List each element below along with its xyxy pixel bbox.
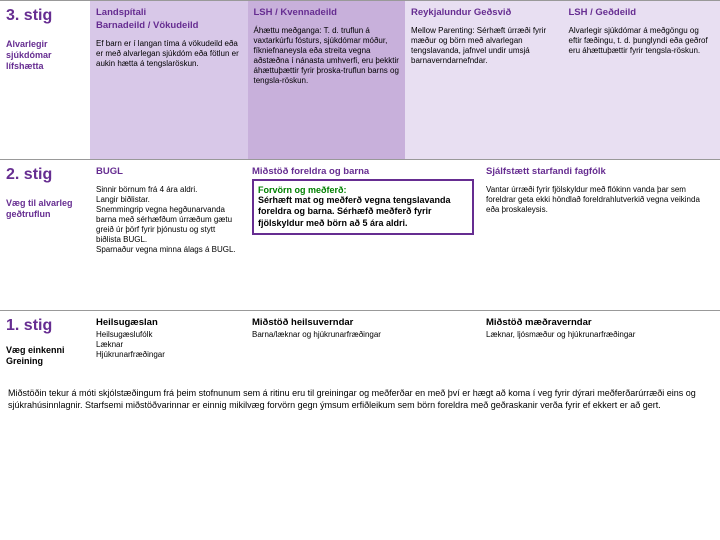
stage3-col3-hdr: Reykjalundur Geðsvið (411, 7, 557, 18)
stage1-title: 1. stig (6, 317, 84, 335)
stage2-col1: BUGL Sinnir börnum frá 4 ára aldri. Lang… (90, 160, 246, 310)
stage2-row: 2. stig Væg til alvarleg geðtruflun BUGL… (0, 160, 720, 310)
stage3-title: 3. stig (6, 7, 84, 25)
stage3-col1-body: Ef barn er í langan tíma á vökudeild eða… (96, 39, 242, 69)
stage3-col1-hdr1: Landspítali (96, 7, 242, 18)
stage2-col2: Miðstöð foreldra og barna Forvörn og með… (246, 160, 480, 310)
stage3-sub: Alvarlegir sjúkdómar lífshætta (6, 39, 84, 71)
stage3-col2-hdr: LSH / Kvennadeild (254, 7, 400, 18)
stage1-col3-hdr: Miðstöð mæðraverndar (486, 317, 714, 328)
stage1-col1-hdr: Heilsugæslan (96, 317, 240, 328)
stage2-col1-body: Sinnir börnum frá 4 ára aldri. Langir bi… (96, 185, 240, 255)
stage1-col2-hdr: Miðstöð heilsuverndar (252, 317, 474, 328)
stage1-col1: Heilsugæslan Heilsugæslufólk Læknar Hjúk… (90, 311, 246, 380)
stage1-row: 1. stig Væg einkenni Greining Heilsugæsl… (0, 310, 720, 380)
stage2-col3: Sjálfstætt starfandi fagfólk Vantar úrræ… (480, 160, 720, 310)
stage1-label: 1. stig Væg einkenni Greining (0, 311, 90, 380)
stage3-col1: Landspítali Barnadeild / Vökudeild Ef ba… (90, 1, 248, 159)
stage2-col1-hdr: BUGL (96, 166, 240, 177)
stage3-col1-hdr2: Barnadeild / Vökudeild (96, 20, 242, 31)
stage2-col2-box: Forvörn og meðferð: Sérhæft mat og meðfe… (252, 179, 474, 235)
stage3-col4-body: Alvarlegir sjúkdómar á meðgöngu og eftir… (569, 26, 715, 56)
stage2-col2-body: Sérhæft mat og meðferð vegna tengslavand… (258, 195, 468, 229)
stage1-col1-body: Heilsugæslufólk Læknar Hjúkrunarfræðinga… (96, 330, 240, 360)
stage3-label: 3. stig Alvarlegir sjúkdómar lífshætta (0, 1, 90, 159)
stage2-col3-body: Vantar úrræði fyrir fjölskyldur með flók… (486, 185, 714, 215)
stage3-col3: Reykjalundur Geðsvið Mellow Parenting: S… (405, 1, 563, 159)
stage2-label: 2. stig Væg til alvarleg geðtruflun (0, 160, 90, 310)
stage1-col2: Miðstöð heilsuverndar Barna/læknar og hj… (246, 311, 480, 380)
stage3-col2-body: Áhættu meðganga: T. d. truflun á vaxtark… (254, 26, 400, 86)
stage1-col3: Miðstöð mæðraverndar Læknar, ljósmæður o… (480, 311, 720, 380)
stage1-col3-body: Læknar, ljósmæður og hjúkrunarfræðingar (486, 330, 714, 340)
stage3-col4-hdr: LSH / Geðdeild (569, 7, 715, 18)
stage1-sub: Væg einkenni Greining (6, 345, 84, 367)
stage2-title: 2. stig (6, 166, 84, 184)
stage2-col2-greentitle: Forvörn og meðferð: (258, 185, 468, 195)
footer-text: Miðstöðin tekur á móti skjólstæðingum fr… (0, 380, 720, 419)
stage3-col3-body: Mellow Parenting: Sérhæft úrræði fyrir m… (411, 26, 557, 66)
stage2-sub: Væg til alvarleg geðtruflun (6, 198, 84, 220)
stage3-col4: LSH / Geðdeild Alvarlegir sjúkdómar á me… (563, 1, 720, 159)
stage2-col3-hdr: Sjálfstætt starfandi fagfólk (486, 166, 714, 177)
stage2-col2-hdr: Miðstöð foreldra og barna (252, 166, 474, 177)
stage3-row: 3. stig Alvarlegir sjúkdómar lífshætta L… (0, 0, 720, 160)
stage1-col2-body: Barna/læknar og hjúkrunarfræðingar (252, 330, 474, 340)
stage3-col2: LSH / Kvennadeild Áhættu meðganga: T. d.… (248, 1, 406, 159)
